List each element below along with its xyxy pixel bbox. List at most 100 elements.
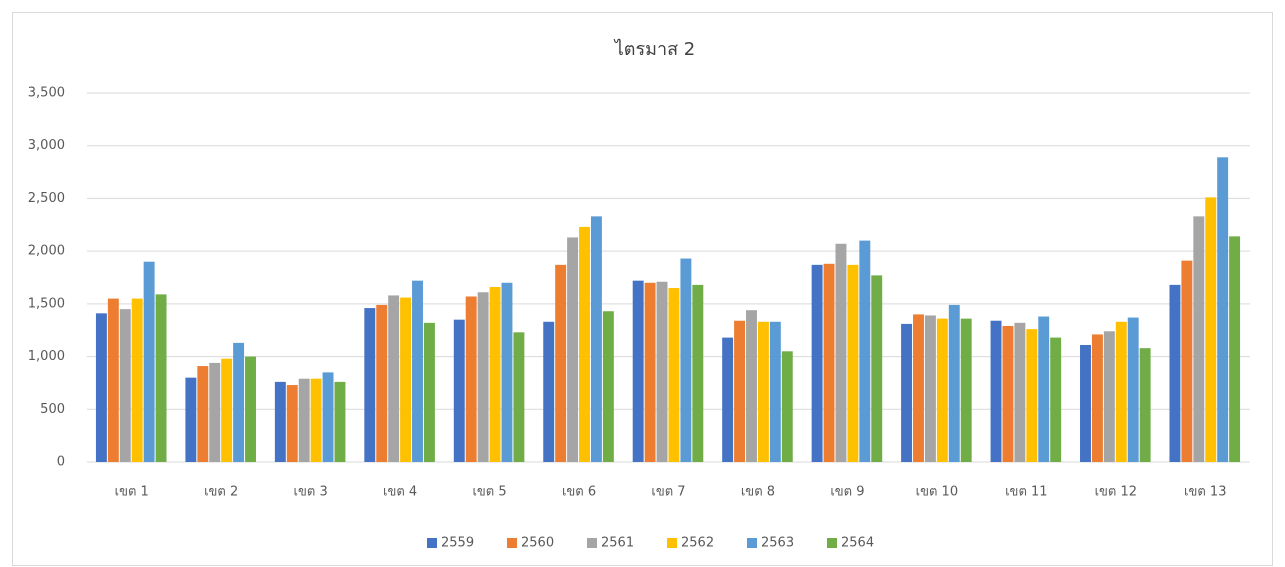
bar: [590, 216, 602, 462]
bar: [746, 310, 757, 462]
bar: [823, 263, 835, 462]
bar: [209, 362, 221, 462]
bar: [579, 226, 590, 462]
bar: [155, 294, 167, 462]
bar: [769, 321, 781, 462]
bar: [388, 295, 400, 462]
bar: [1002, 325, 1014, 462]
bar: [644, 282, 656, 462]
bar: [423, 322, 435, 462]
legend-label: 2561: [601, 536, 634, 551]
bar: [567, 237, 579, 462]
legend-label: 2559: [441, 536, 474, 551]
bar: [412, 280, 423, 462]
bar: [1115, 321, 1127, 462]
x-tick-label: เขต 11: [1005, 485, 1047, 500]
bar: [274, 381, 286, 462]
y-tick-label: 1,500: [28, 296, 65, 311]
chart-title: ไตรมาส 2: [613, 38, 696, 60]
bar: [543, 321, 555, 462]
bar: [847, 264, 859, 462]
bar: [1026, 329, 1038, 462]
bar: [364, 308, 376, 462]
bar: [913, 314, 924, 462]
bar: [513, 332, 525, 462]
bar: [781, 351, 793, 462]
bar: [668, 288, 680, 462]
bar: [990, 320, 1002, 462]
bar: [107, 298, 119, 462]
bar: [197, 366, 209, 462]
bar: [924, 315, 936, 462]
bar: [871, 275, 883, 462]
bar: [901, 323, 913, 462]
y-tick-label: 3,500: [28, 86, 65, 101]
bar: [119, 309, 131, 462]
bar: [692, 284, 704, 462]
bar: [1103, 331, 1115, 462]
x-tick-label: เขต 9: [830, 485, 864, 500]
bar: [465, 296, 477, 462]
bar: [221, 358, 233, 462]
bar: [298, 378, 310, 462]
bar: [1139, 348, 1151, 462]
x-tick-label: เขต 2: [204, 485, 238, 500]
bar: [1014, 322, 1026, 462]
bar: [680, 258, 692, 462]
y-tick-label: 2,000: [28, 244, 65, 259]
bar: [1229, 236, 1241, 462]
bar: [656, 281, 668, 462]
bar: [835, 243, 847, 462]
bar: [1169, 284, 1181, 462]
x-tick-label: เขต 6: [562, 485, 596, 500]
bar: [1205, 197, 1217, 463]
bar: [1193, 216, 1205, 462]
legend-swatch: [667, 538, 677, 548]
bar: [453, 319, 465, 462]
bar: [286, 385, 298, 462]
bar: [322, 372, 334, 462]
bar: [960, 318, 972, 462]
x-tick-label: เขต 5: [472, 485, 506, 500]
bar: [143, 261, 155, 462]
bar: [1127, 317, 1139, 462]
y-tick-label: 1,000: [28, 349, 65, 364]
bar: [334, 381, 346, 462]
bar: [602, 311, 614, 462]
bar: [185, 377, 197, 462]
bar: [811, 264, 823, 462]
x-tick-label: เขต 8: [741, 485, 775, 500]
x-tick-label: เขต 10: [916, 485, 958, 500]
x-tick-label: เขต 1: [115, 485, 149, 500]
bar: [1217, 157, 1229, 462]
bar: [722, 337, 734, 462]
bar: [1038, 316, 1050, 462]
bar: [489, 286, 501, 462]
legend-swatch: [827, 538, 837, 548]
legend-label: 2563: [761, 536, 794, 551]
x-tick-label: เขต 13: [1184, 485, 1226, 500]
bar: [632, 280, 644, 462]
bar: [95, 313, 107, 462]
x-tick-label: เขต 12: [1095, 485, 1137, 500]
y-tick-label: 500: [40, 402, 65, 417]
x-tick-label: เขต 4: [383, 485, 417, 500]
legend-label: 2560: [521, 536, 554, 551]
legend-swatch: [507, 538, 517, 548]
bar: [131, 298, 143, 462]
legend-swatch: [587, 538, 597, 548]
bar: [757, 321, 769, 462]
bar: [477, 292, 489, 462]
legend-label: 2562: [681, 536, 714, 551]
bar: [936, 318, 948, 462]
y-tick-label: 3,000: [28, 138, 65, 153]
legend-swatch: [427, 538, 437, 548]
x-tick-label: เขต 3: [294, 485, 328, 500]
legend-label: 2564: [841, 536, 874, 551]
bar: [400, 297, 412, 462]
bar: [245, 356, 256, 462]
bar: [376, 304, 388, 462]
bar: [501, 282, 513, 462]
bar: [555, 264, 567, 462]
